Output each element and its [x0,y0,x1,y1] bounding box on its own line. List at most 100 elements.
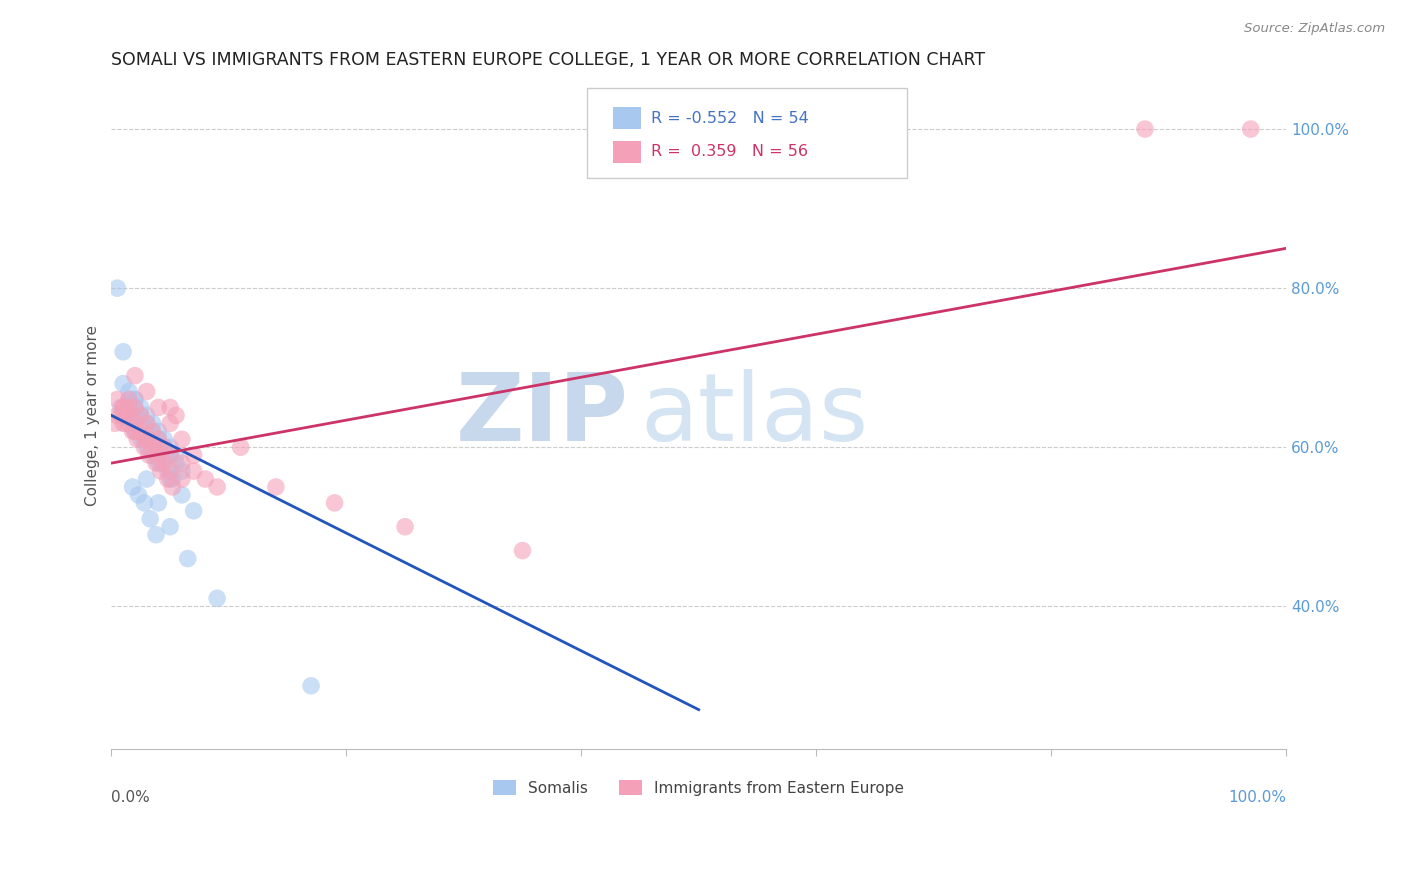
Legend: Somalis, Immigrants from Eastern Europe: Somalis, Immigrants from Eastern Europe [488,773,910,802]
Point [264,480,287,494]
Y-axis label: College, 1 year or more: College, 1 year or more [86,325,100,506]
Point [135,417,157,431]
Point [124,392,146,407]
Point [121,425,143,439]
Point [134,440,156,454]
Point [183,464,205,478]
Point [145,527,167,541]
Point [135,417,157,431]
Point [512,543,534,558]
Point [145,448,167,462]
Point [159,440,181,454]
Point [124,425,146,439]
Point [124,368,146,383]
Point [129,432,152,446]
Point [112,376,135,391]
Point [110,409,132,423]
Point [138,448,160,462]
Point [177,551,200,566]
Point [153,440,176,454]
Point [205,480,228,494]
Point [135,472,157,486]
Point [121,417,143,431]
Text: ZIP: ZIP [456,369,628,461]
Point [1240,122,1263,136]
Point [141,440,163,454]
Point [104,417,127,431]
Point [112,409,135,423]
Text: R = -0.552   N = 54: R = -0.552 N = 54 [651,112,808,127]
Point [135,409,157,423]
Point [162,480,184,494]
Point [141,425,163,439]
Point [170,432,193,446]
Point [135,384,157,399]
Point [165,448,187,462]
Point [105,392,128,407]
Point [153,432,176,446]
FancyBboxPatch shape [588,88,907,178]
Point [124,401,146,415]
Point [114,417,136,431]
Point [394,520,416,534]
Point [159,472,181,486]
Point [127,488,149,502]
Point [129,409,152,423]
Point [170,464,193,478]
Point [134,432,156,446]
Text: R =  0.359   N = 56: R = 0.359 N = 56 [651,144,807,159]
Point [156,472,179,486]
Point [138,440,160,454]
Point [159,464,181,478]
Text: Source: ZipAtlas.com: Source: ZipAtlas.com [1244,22,1385,36]
FancyBboxPatch shape [613,107,641,129]
Point [127,432,149,446]
Point [112,417,135,431]
Point [134,496,156,510]
Point [148,448,170,462]
Point [118,409,141,423]
Point [141,425,163,439]
Point [148,440,170,454]
Point [148,432,170,446]
Point [183,448,205,462]
Text: 0.0%: 0.0% [111,789,150,805]
Point [170,472,193,486]
Point [105,281,128,295]
Point [159,448,181,462]
Point [127,425,149,439]
Point [118,417,141,431]
Point [129,401,152,415]
Point [112,344,135,359]
Point [148,496,170,510]
Point [124,401,146,415]
Point [148,401,170,415]
Point [153,456,176,470]
Point [135,440,157,454]
Point [118,384,141,399]
Point [159,520,181,534]
Point [110,401,132,415]
Point [149,456,172,470]
Point [145,456,167,470]
Point [139,512,162,526]
Point [299,679,322,693]
Text: 100.0%: 100.0% [1227,789,1286,805]
Point [149,464,172,478]
Text: atlas: atlas [640,369,869,461]
Point [135,432,157,446]
Point [165,456,187,470]
Point [159,417,181,431]
Point [124,425,146,439]
Point [129,409,152,423]
Point [148,456,170,470]
Point [124,417,146,431]
Point [229,440,252,454]
FancyBboxPatch shape [613,141,641,163]
Point [129,425,152,439]
Point [159,448,181,462]
Point [153,440,176,454]
Point [118,401,141,415]
Point [162,472,184,486]
Point [112,401,135,415]
